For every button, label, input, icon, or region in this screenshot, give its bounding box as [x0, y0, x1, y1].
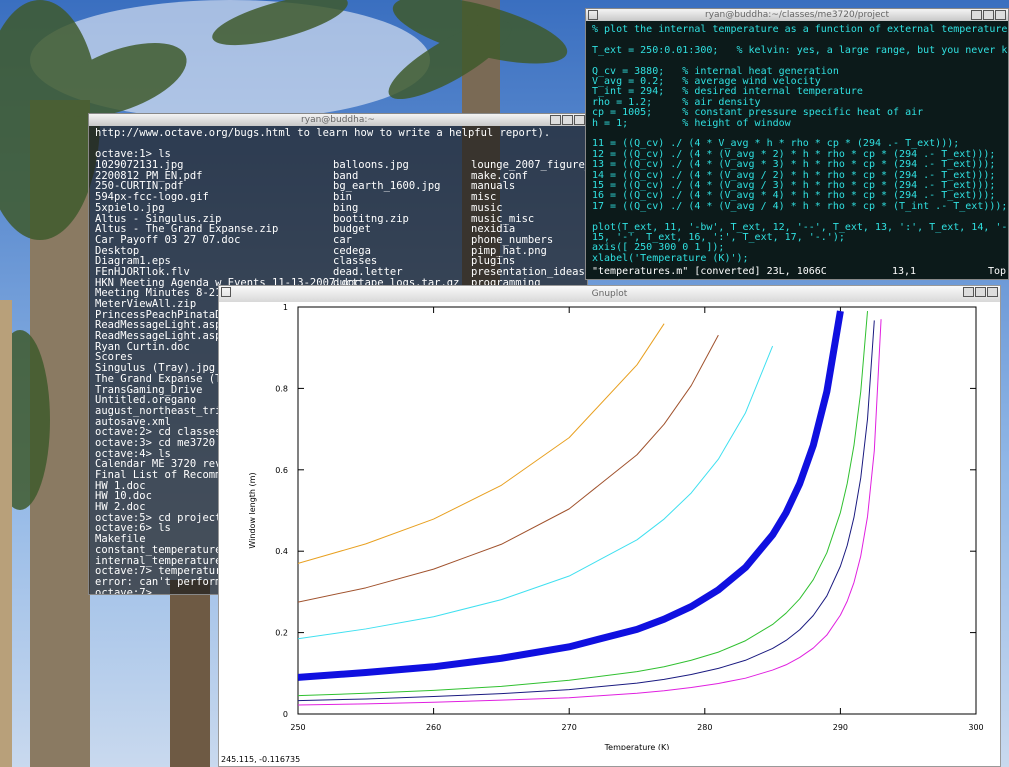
series-line [298, 311, 868, 696]
series-line [298, 335, 718, 602]
series-line [298, 311, 840, 677]
page: ryan@buddha:~ http://www.octave.org/bugs… [0, 0, 1009, 767]
mouse-coordinates: 245.115, -0.116735 [221, 755, 300, 764]
title-bar: ryan@buddha:~ [89, 114, 587, 126]
x-tick-label: 280 [697, 723, 712, 732]
file-name: car [333, 235, 352, 246]
code-block: % plot the internal temperature as a fun… [592, 25, 1009, 35]
chart: 250 260 270 280 290 300 0 0.2 0.4 0.6 0.8 1 Temperat… [219, 304, 1000, 750]
listing-row: 5xpielo.jpg bing music [95, 203, 587, 214]
x-tick-label: 270 [562, 723, 577, 732]
series-line [298, 346, 773, 639]
code-line: 17 = ((Q_cv) ./ (4 * (V_avg / 4) * h * r… [592, 202, 1009, 212]
y-tick-label: 0.8 [275, 384, 288, 393]
file-name: music [471, 203, 503, 214]
file-status: "temperatures.m" [converted] 23L, 1066C [592, 266, 827, 277]
y-axis-label: Window length (m) [248, 472, 257, 548]
listing-row: Car Payoff 03 27 07.doc car phone_numbers [95, 235, 587, 246]
x-tick-label: 250 [290, 723, 305, 732]
code-block: 11 = ((Q_cv) ./ (4 * V_avg * h * rho * c… [592, 139, 1009, 212]
window-title: ryan@buddha:~ [301, 115, 375, 125]
window-title: ryan@buddha:~/classes/me3720/project [705, 10, 889, 20]
file-name: 5xpielo.jpg [95, 203, 165, 214]
window-title: Gnuplot [592, 289, 628, 299]
y-tick-label: 0.6 [275, 466, 288, 475]
code-block: T_ext = 250:0.01:300; % kelvin: yes, a l… [592, 46, 1009, 56]
plot-frame [298, 307, 976, 714]
x-tick-label: 260 [426, 723, 441, 732]
code-line: T_ext = 250:0.01:300; % kelvin: yes, a l… [592, 46, 1009, 56]
y-tick-label: 0.2 [275, 629, 288, 638]
scroll-position: Top [988, 266, 1006, 277]
status-line: "temperatures.m" [converted] 23L, 1066C 1… [592, 266, 1008, 277]
y-tick-label: 1 [283, 304, 288, 312]
x-tick-label: 300 [968, 723, 983, 732]
terminal-line: http://www.octave.org/bugs.html to learn… [95, 128, 587, 139]
file-name: Car Payoff 03 27 07.doc [95, 235, 240, 246]
series-line [298, 324, 664, 564]
y-tick-label: 0.4 [275, 547, 288, 556]
series-line [298, 319, 881, 705]
title-bar: ryan@buddha:~/classes/me3720/project [586, 9, 1008, 21]
cursor-position: 13,1 [892, 266, 916, 277]
y-tick-label: 0 [283, 710, 288, 719]
title-bar: Gnuplot [219, 286, 1000, 302]
editor-window: ryan@buddha:~/classes/me3720/project % p… [585, 8, 1009, 280]
file-name: bing [333, 203, 358, 214]
code-line: h = 1; % height of window [592, 119, 1009, 129]
gnuplot-window: Gnuplot 250 260 270 280 290 300 0 0.2 0.4 0.6 0.8 1… [218, 285, 1001, 767]
editor-text: % plot the internal temperature as a fun… [592, 25, 1009, 275]
x-axis-label: Temperature (K) [604, 743, 670, 750]
code-block: plot(T_ext, 11, '-bw', T_ext, 12, '--', … [592, 223, 1009, 265]
code-line: xlabel('Temperature (K)'); [592, 254, 1009, 264]
code-line: % plot the internal temperature as a fun… [592, 25, 1009, 35]
file-name: phone_numbers [471, 235, 553, 246]
x-tick-label: 290 [833, 723, 848, 732]
